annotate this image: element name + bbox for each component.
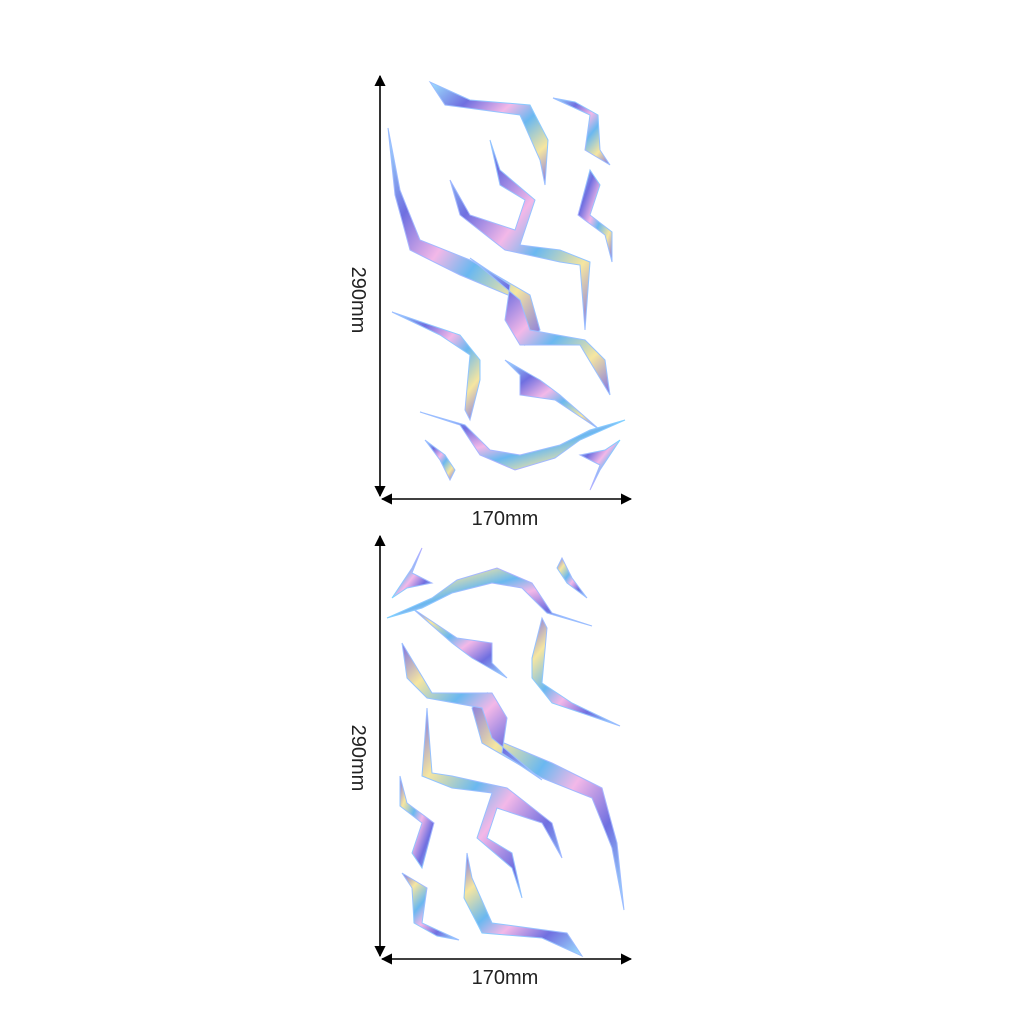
- decal-set-bottom: [386, 547, 625, 957]
- decal-set-top: [387, 81, 626, 491]
- width-label: 170mm: [472, 508, 539, 530]
- height-label: 290mm: [347, 725, 369, 792]
- width-label: 170mm: [472, 967, 539, 989]
- height-label: 290mm: [347, 267, 369, 334]
